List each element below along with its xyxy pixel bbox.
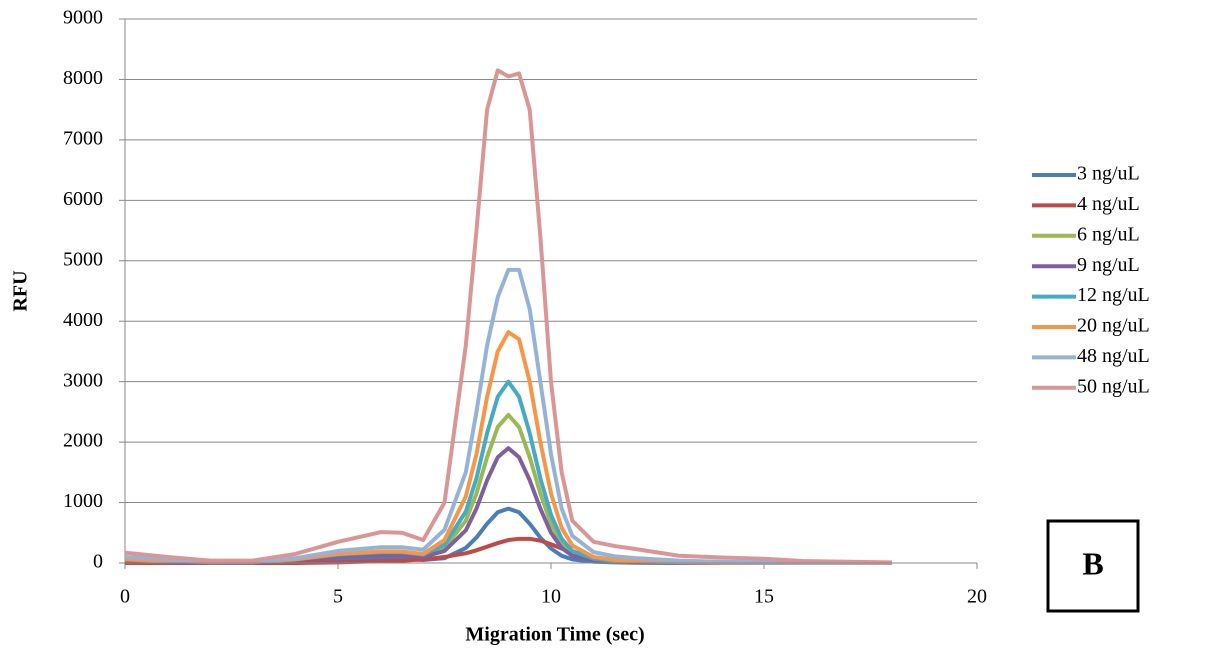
x-tick-label: 15 xyxy=(754,586,774,608)
y-tick-label: 7000 xyxy=(63,127,103,149)
series-line xyxy=(124,68,892,565)
series-line xyxy=(124,267,892,565)
x-tick-label: 20 xyxy=(967,586,987,608)
y-tick-label: 4000 xyxy=(63,309,103,331)
legend-label: 3 ng/uL xyxy=(1077,163,1140,185)
x-tick-label: 0 xyxy=(120,586,130,608)
series-line xyxy=(125,506,892,565)
y-tick-label: 8000 xyxy=(63,67,103,89)
annotation: B xyxy=(1082,545,1103,581)
y-tick-label: 1000 xyxy=(63,490,103,512)
y-tick-label: 3000 xyxy=(63,369,103,391)
y-tick-label: 5000 xyxy=(63,248,103,270)
x-tick-label: 10 xyxy=(541,586,561,608)
series-line xyxy=(124,379,892,565)
y-tick-label: 9000 xyxy=(63,7,103,29)
series-line xyxy=(124,446,892,565)
y-axis-title: RFU xyxy=(10,270,32,311)
legend-label: 4 ng/uL xyxy=(1077,193,1140,215)
x-axis-title: Migration Time (sec) xyxy=(465,624,644,646)
legend-label: 6 ng/uL xyxy=(1077,223,1140,245)
y-tick-label: 6000 xyxy=(63,188,103,210)
annotation-box xyxy=(1046,519,1140,613)
legend-label: 9 ng/uL xyxy=(1077,254,1140,276)
y-tick-label: 0 xyxy=(93,551,103,573)
y-tick-label: 2000 xyxy=(63,430,103,452)
legend-label: 12 ng/uL xyxy=(1077,284,1150,306)
legend-label: 48 ng/uL xyxy=(1077,345,1150,367)
legend-label: 50 ng/uL xyxy=(1077,375,1150,397)
x-tick-label: 5 xyxy=(333,586,343,608)
legend-label: 20 ng/uL xyxy=(1077,315,1150,337)
